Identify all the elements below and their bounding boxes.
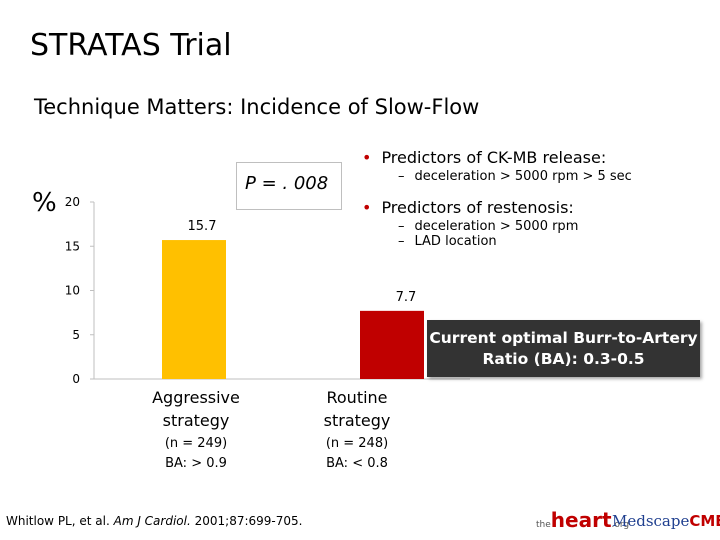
bar	[360, 310, 424, 379]
theheart-logo: theheart.org	[536, 508, 629, 532]
category-label-aggressive: Aggressive strategy	[126, 386, 266, 432]
sub-bullet-restenosis-decel: deceleration > 5000 rpm	[398, 219, 702, 234]
bar	[162, 240, 226, 379]
y-tick-label: 20	[65, 195, 80, 209]
medscape-cme-logo: MedscapeCME	[612, 512, 720, 530]
p-value-text: P = . 008	[245, 173, 329, 194]
logo-the: the	[536, 520, 551, 530]
category-n: (n = 248)	[325, 436, 389, 451]
category-label-routine: Routine strategy	[287, 386, 427, 432]
slide-subtitle: Technique Matters: Incidence of Slow-Flo…	[34, 95, 480, 119]
y-tick-label: 15	[65, 239, 80, 253]
slide-title: STRATAS Trial	[30, 28, 232, 63]
bullet-ckmb: Predictors of CK-MB release:	[362, 148, 702, 167]
p-value-box: P = . 008	[236, 162, 342, 210]
y-tick-label: 5	[72, 328, 80, 342]
category-line: Routine	[326, 388, 388, 407]
y-tick-label: 0	[72, 372, 80, 386]
chart-axes: 0 5 10 15 20	[65, 195, 470, 386]
bullet-restenosis: Predictors of restenosis:	[362, 198, 702, 217]
bar-value-label: 7.7	[396, 290, 417, 305]
chart-bars: 15.7 7.7	[162, 219, 424, 379]
citation-authors: Whitlow PL, et al.	[6, 514, 110, 528]
bar-value-label: 15.7	[188, 219, 217, 234]
category-ba: BA: > 0.9	[165, 456, 227, 471]
y-tick-label: 10	[65, 284, 80, 298]
category-line: strategy	[323, 411, 391, 430]
y-axis-label: %	[32, 188, 57, 218]
category-line: Aggressive	[152, 388, 240, 407]
category-sub-aggressive: (n = 249) BA: > 0.9	[126, 434, 266, 474]
category-sub-routine: (n = 248) BA: < 0.8	[287, 434, 427, 474]
sub-bullet-ckmb-decel: deceleration > 5000 rpm > 5 sec	[398, 169, 702, 184]
logo-heart-word: heart	[550, 508, 612, 532]
category-n: (n = 249)	[164, 436, 228, 451]
citation-ref: 2001;87:699-705.	[194, 514, 303, 528]
citation-journal: Am J Cardiol.	[113, 514, 191, 528]
category-line: strategy	[162, 411, 230, 430]
citation: Whitlow PL, et al. Am J Cardiol. 2001;87…	[6, 514, 302, 528]
logo-org: .org	[611, 520, 630, 530]
predictor-bullets: Predictors of CK-MB release: deceleratio…	[362, 148, 702, 249]
logo-medscape: Medscape	[612, 512, 690, 530]
logo-cme: CME	[689, 512, 720, 530]
callout-text: Current optimal Burr-to-Artery Ratio (BA…	[429, 328, 698, 368]
sub-bullet-restenosis-lad: LAD location	[398, 234, 702, 249]
category-ba: BA: < 0.8	[326, 456, 388, 471]
ba-ratio-callout: Current optimal Burr-to-Artery Ratio (BA…	[427, 320, 700, 377]
